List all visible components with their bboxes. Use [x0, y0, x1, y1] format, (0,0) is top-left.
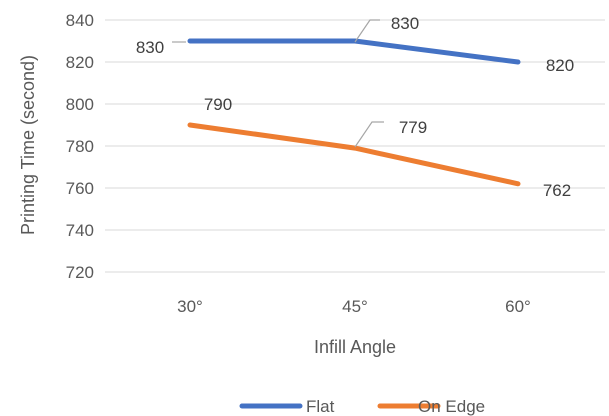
x-axis-ticks: 30° 45° 60° — [177, 297, 531, 316]
x-axis-title: Infill Angle — [314, 337, 396, 357]
y-tick-label: 740 — [66, 221, 94, 240]
x-tick-label: 60° — [505, 297, 531, 316]
y-tick-label: 820 — [66, 53, 94, 72]
x-tick-label: 30° — [177, 297, 203, 316]
series-line-on-edge — [187, 122, 521, 187]
data-label: 820 — [546, 56, 574, 75]
leader-line — [354, 19, 380, 43]
data-label: 779 — [399, 118, 427, 137]
y-tick-label: 780 — [66, 137, 94, 156]
y-tick-label: 800 — [66, 95, 94, 114]
leader-line — [354, 121, 384, 148]
x-tick-label: 45° — [342, 297, 368, 316]
gridlines — [105, 19, 605, 273]
data-label: 830 — [391, 14, 419, 33]
data-label: 790 — [204, 95, 232, 114]
y-axis-title: Printing Time (second) — [18, 55, 38, 235]
legend-label: Flat — [306, 397, 335, 416]
series-line-flat — [187, 38, 521, 65]
y-tick-label: 720 — [66, 263, 94, 282]
legend-label: On Edge — [418, 397, 485, 416]
data-labels: 830 830 820 790 779 762 — [136, 14, 574, 200]
data-label: 830 — [136, 38, 164, 57]
y-tick-label: 760 — [66, 179, 94, 198]
y-axis-ticks: 720 740 760 780 800 820 840 — [66, 11, 94, 282]
data-label: 762 — [543, 181, 571, 200]
y-tick-label: 840 — [66, 11, 94, 30]
legend: Flat On Edge — [239, 397, 485, 416]
